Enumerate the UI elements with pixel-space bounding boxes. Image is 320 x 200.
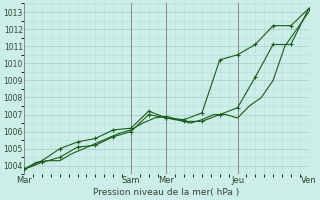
X-axis label: Pression niveau de la mer( hPa ): Pression niveau de la mer( hPa ) [93, 188, 240, 197]
